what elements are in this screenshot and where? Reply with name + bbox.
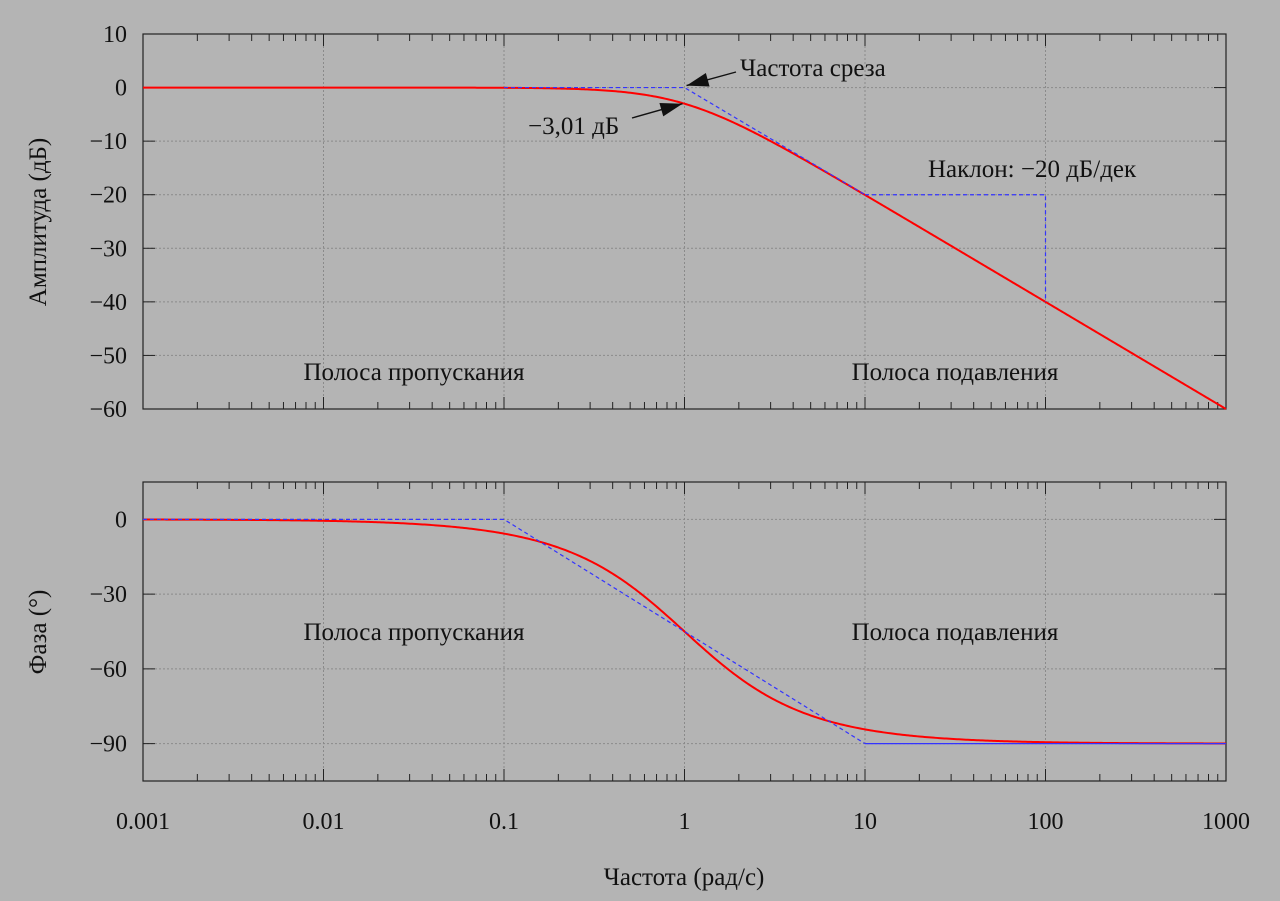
x-tick-label: 1000 (1202, 809, 1250, 835)
x-axis-label: Частота (рад/с) (604, 864, 765, 891)
x-tick-label: 0.1 (489, 809, 519, 835)
phase-panel: 0 −30 −60 −90 0.001 0.01 0.1 1 10 100 1000 (89, 481, 1250, 835)
annotation-arrows (631, 71, 737, 119)
cutoff-frequency-annotation: Частота среза (740, 55, 886, 82)
x-tick-label: 10 (853, 809, 877, 835)
magnitude-panel: 10 0 −10 −20 −30 −40 −50 −60 (89, 22, 1227, 423)
phase-passband-label: Полоса пропускания (303, 619, 525, 646)
magnitude-y-tick-label: −50 (89, 343, 127, 369)
phase-y-tick-label: −90 (89, 732, 127, 758)
phase-response-curve (143, 518, 1226, 745)
phase-stopband-label: Полоса подавления (852, 619, 1059, 646)
magnitude-y-tick-label: −20 (89, 183, 127, 209)
phase-plot-frame (142, 481, 1227, 782)
magnitude-y-tick-label: −60 (89, 397, 127, 423)
magnitude-y-tick-label: −40 (89, 290, 127, 316)
magnitude-stopband-label: Полоса подавления (852, 359, 1059, 386)
minus-3db-arrow-head (659, 102, 683, 117)
slope-annotation: Наклон: −20 дБ/дек (928, 156, 1137, 183)
x-tick-label: 1 (679, 809, 691, 835)
x-tick-label: 0.01 (303, 809, 345, 835)
magnitude-passband-label: Полоса пропускания (303, 359, 525, 386)
phase-y-tick-label: −30 (89, 582, 127, 608)
magnitude-y-tick-label: −30 (89, 236, 127, 262)
phase-y-axis-label: Фаза (°) (25, 590, 52, 675)
minus-3db-annotation: −3,01 дБ (528, 113, 619, 140)
cutoff-arrow-head (686, 73, 710, 87)
x-tick-label: 100 (1028, 809, 1064, 835)
magnitude-response-curve (143, 86, 1227, 410)
magnitude-y-axis-label: Амплитуда (дБ) (25, 138, 52, 306)
magnitude-y-tick-label: 10 (103, 22, 127, 48)
magnitude-plot-frame (142, 33, 1227, 410)
phase-y-tick-label: −60 (89, 657, 127, 683)
x-tick-label: 0.001 (116, 809, 170, 835)
phase-asymptote-line (143, 518, 866, 745)
magnitude-y-tick-label: −10 (89, 129, 127, 155)
magnitude-y-tick-label: 0 (115, 76, 127, 102)
phase-y-tick-label: 0 (115, 507, 127, 533)
